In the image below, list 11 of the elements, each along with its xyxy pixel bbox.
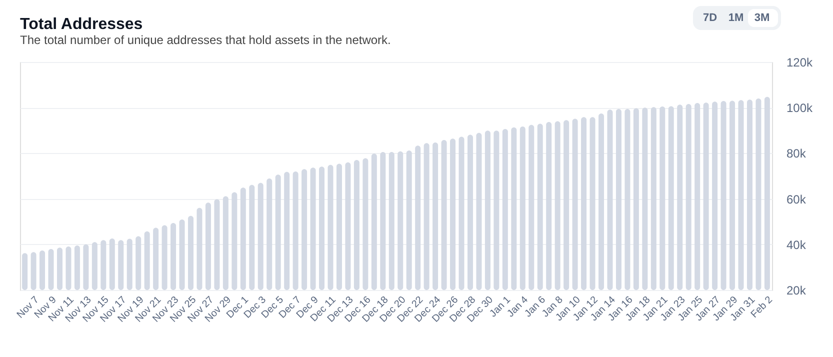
text: 7D xyxy=(702,12,718,24)
text: 3M xyxy=(754,12,770,24)
y-tick-label: 60k xyxy=(786,192,807,206)
chart-title: Total Addresses xyxy=(20,16,143,33)
text: 1M xyxy=(728,12,744,24)
y-tick-label: 100k xyxy=(786,101,814,116)
y-tick-label: 80k xyxy=(786,146,807,161)
y-tick-label: 120k xyxy=(786,56,814,70)
y-tick-label: 20k xyxy=(786,284,807,298)
y-tick-label: 40k xyxy=(786,238,807,252)
chart-subtitle: The total number of unique addresses that hold assets in the network. xyxy=(20,33,391,47)
